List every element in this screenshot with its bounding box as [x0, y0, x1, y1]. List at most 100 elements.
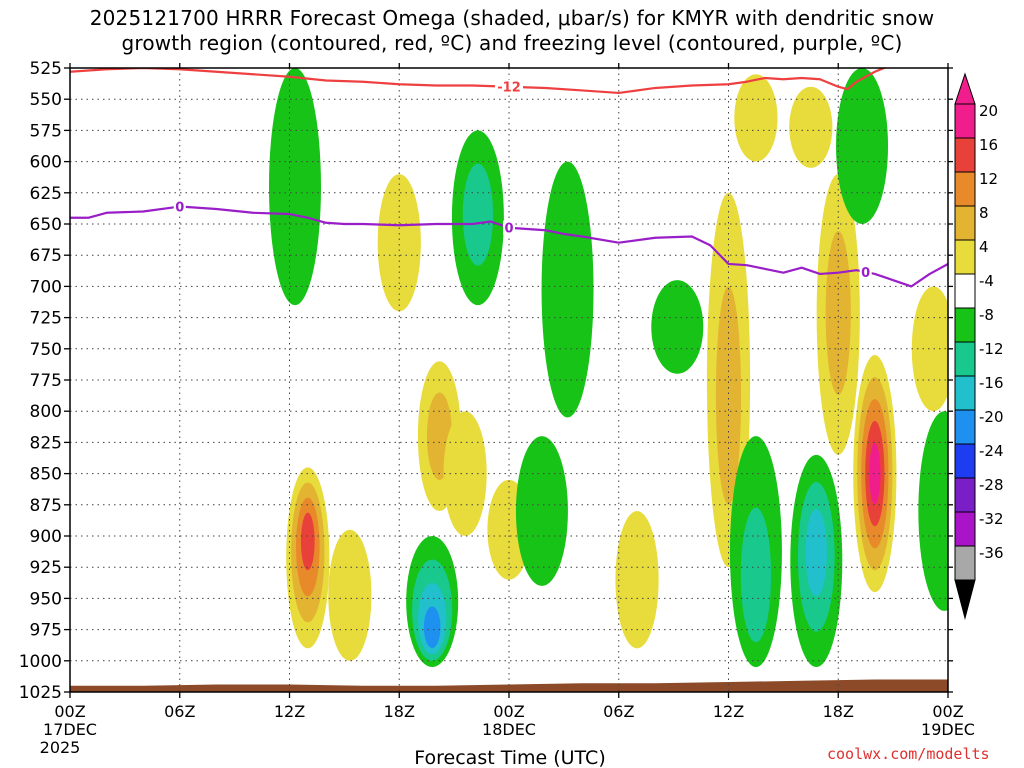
colorbar-label-12: -32	[979, 510, 1004, 528]
y-tick-label-17: 950	[30, 589, 62, 609]
y-tick-label-18: 975	[30, 621, 62, 641]
contour-label-1-0: 0	[175, 201, 184, 216]
colorbar-label-5: -4	[979, 272, 994, 290]
colorbar-swatch-13	[954, 545, 976, 581]
y-tick-label-13: 850	[30, 465, 62, 485]
chart-title: 2025121700 HRRR Forecast Omega (shaded, …	[0, 6, 1024, 56]
y-tick-label-16: 925	[30, 558, 62, 578]
omega-feature-3-level-0	[377, 174, 421, 312]
colorbar-label-9: -20	[979, 408, 1004, 426]
omega-feature-4-level-3	[423, 606, 441, 649]
chart-title-line2: growth region (contoured, red, ºC) and f…	[121, 31, 903, 55]
omega-feature-1-level-3	[300, 512, 315, 571]
omega-feature-20-level-4	[869, 442, 881, 505]
colorbar-swatch-5	[954, 273, 976, 309]
colorbar-swatch-10	[954, 443, 976, 479]
colorbar-swatch-2	[954, 171, 976, 207]
colorbar-swatch-7	[954, 341, 976, 377]
contour-label-bg	[503, 220, 515, 235]
contour-label-bg	[495, 79, 523, 94]
y-tick-label-5: 650	[30, 215, 62, 235]
y-tick-label-8: 725	[30, 309, 62, 329]
contour-label-0-0: -12	[497, 81, 521, 96]
colorbar-swatch-0	[954, 103, 976, 139]
omega-feature-21-level-0	[911, 286, 948, 412]
y-tick-label-15: 900	[30, 527, 62, 547]
y-tick-label-1: 550	[30, 90, 62, 110]
y-tick-label-9: 750	[30, 340, 62, 360]
x-tick-year-0: 2025	[40, 738, 81, 757]
colorbar-swatch-6	[954, 307, 976, 343]
omega-feature-7-level-1	[462, 163, 494, 266]
contour-label-1-2: 0	[861, 266, 870, 281]
y-tick-label-11: 800	[30, 402, 62, 422]
x-tick-sublabel-8: 19DEC	[921, 720, 975, 739]
y-tick-label-4: 625	[30, 184, 62, 204]
terrain-fill	[70, 679, 948, 692]
x-tick-label-8: 00Z	[932, 702, 963, 721]
omega-feature-19-level-0	[836, 68, 889, 224]
x-tick-label-0: 00Z	[54, 702, 85, 721]
y-tick-label-7: 700	[30, 277, 62, 297]
y-tick-label-20: 1025	[19, 683, 62, 703]
y-tick-label-0: 525	[30, 59, 62, 79]
y-tick-label-6: 675	[30, 246, 62, 266]
colorbar-label-10: -24	[979, 442, 1004, 460]
omega-feature-12-level-0	[651, 280, 704, 374]
colorbar-label-1: 16	[979, 136, 998, 154]
y-tick-label-2: 575	[30, 121, 62, 141]
colorbar-label-11: -28	[979, 476, 1004, 494]
colorbar-swatch-1	[954, 137, 976, 173]
omega-feature-15-level-1	[740, 507, 772, 643]
omega-feature-11-level-0	[615, 511, 659, 649]
contour-line-0	[70, 68, 887, 95]
colorbar-label-4: 4	[979, 238, 989, 256]
y-tick-label-19: 1000	[19, 652, 62, 672]
omega-feature-14-level-0	[734, 74, 778, 162]
x-tick-label-7: 18Z	[823, 702, 854, 721]
y-tick-label-10: 775	[30, 371, 62, 391]
chart-title-line1: 2025121700 HRRR Forecast Omega (shaded, …	[89, 6, 935, 30]
omega-feature-6-level-0	[443, 411, 487, 536]
colorbar-swatch-8	[954, 375, 976, 411]
x-tick-label-3: 18Z	[384, 702, 415, 721]
colorbar-swatch-4	[954, 239, 976, 275]
omega-feature-2-level-0	[328, 529, 372, 661]
omega-feature-0-level-0	[268, 68, 321, 306]
omega-feature-16-level-0	[789, 86, 833, 168]
x-tick-sublabel-4: 18DEC	[482, 720, 536, 739]
contour-line-1	[70, 205, 948, 288]
x-tick-label-1: 06Z	[164, 702, 195, 721]
colorbar-label-2: 12	[979, 170, 998, 188]
omega-feature-22-level-0	[918, 411, 948, 611]
contour-label-1-1: 0	[504, 222, 513, 237]
omega-feature-13-level-1	[715, 286, 742, 505]
x-axis-label: Forecast Time (UTC)	[414, 747, 605, 768]
colorbar-label-0: 20	[979, 102, 998, 120]
y-tick-label-3: 600	[30, 153, 62, 173]
credit-link[interactable]: coolwx.com/modelts	[827, 745, 990, 763]
colorbar-label-3: 8	[979, 204, 989, 222]
contour-label-bg	[173, 199, 186, 214]
colorbar-label-6: -8	[979, 306, 994, 324]
y-tick-label-14: 875	[30, 496, 62, 516]
contour-label-bg	[859, 265, 872, 280]
x-tick-label-6: 12Z	[713, 702, 744, 721]
colorbar-label-13: -36	[979, 544, 1004, 562]
colorbar-swatch-11	[954, 477, 976, 513]
colorbar-swatch-3	[954, 205, 976, 241]
x-tick-label-4: 00Z	[493, 702, 524, 721]
x-tick-sublabel-0: 17DEC	[43, 720, 97, 739]
x-tick-label-5: 06Z	[603, 702, 634, 721]
x-tick-label-2: 12Z	[274, 702, 305, 721]
colorbar-top-cap	[954, 72, 976, 105]
y-tick-label-12: 825	[30, 433, 62, 453]
plot-layer: -12 0 0 0	[70, 68, 948, 692]
omega-feature-10-level-0	[541, 161, 594, 418]
omega-feature-17-level-2	[805, 508, 828, 597]
colorbar-label-8: -16	[979, 374, 1004, 392]
colorbar-bottom-cap	[954, 579, 976, 620]
colorbar-swatch-9	[954, 409, 976, 445]
omega-feature-9-level-0	[515, 436, 568, 586]
